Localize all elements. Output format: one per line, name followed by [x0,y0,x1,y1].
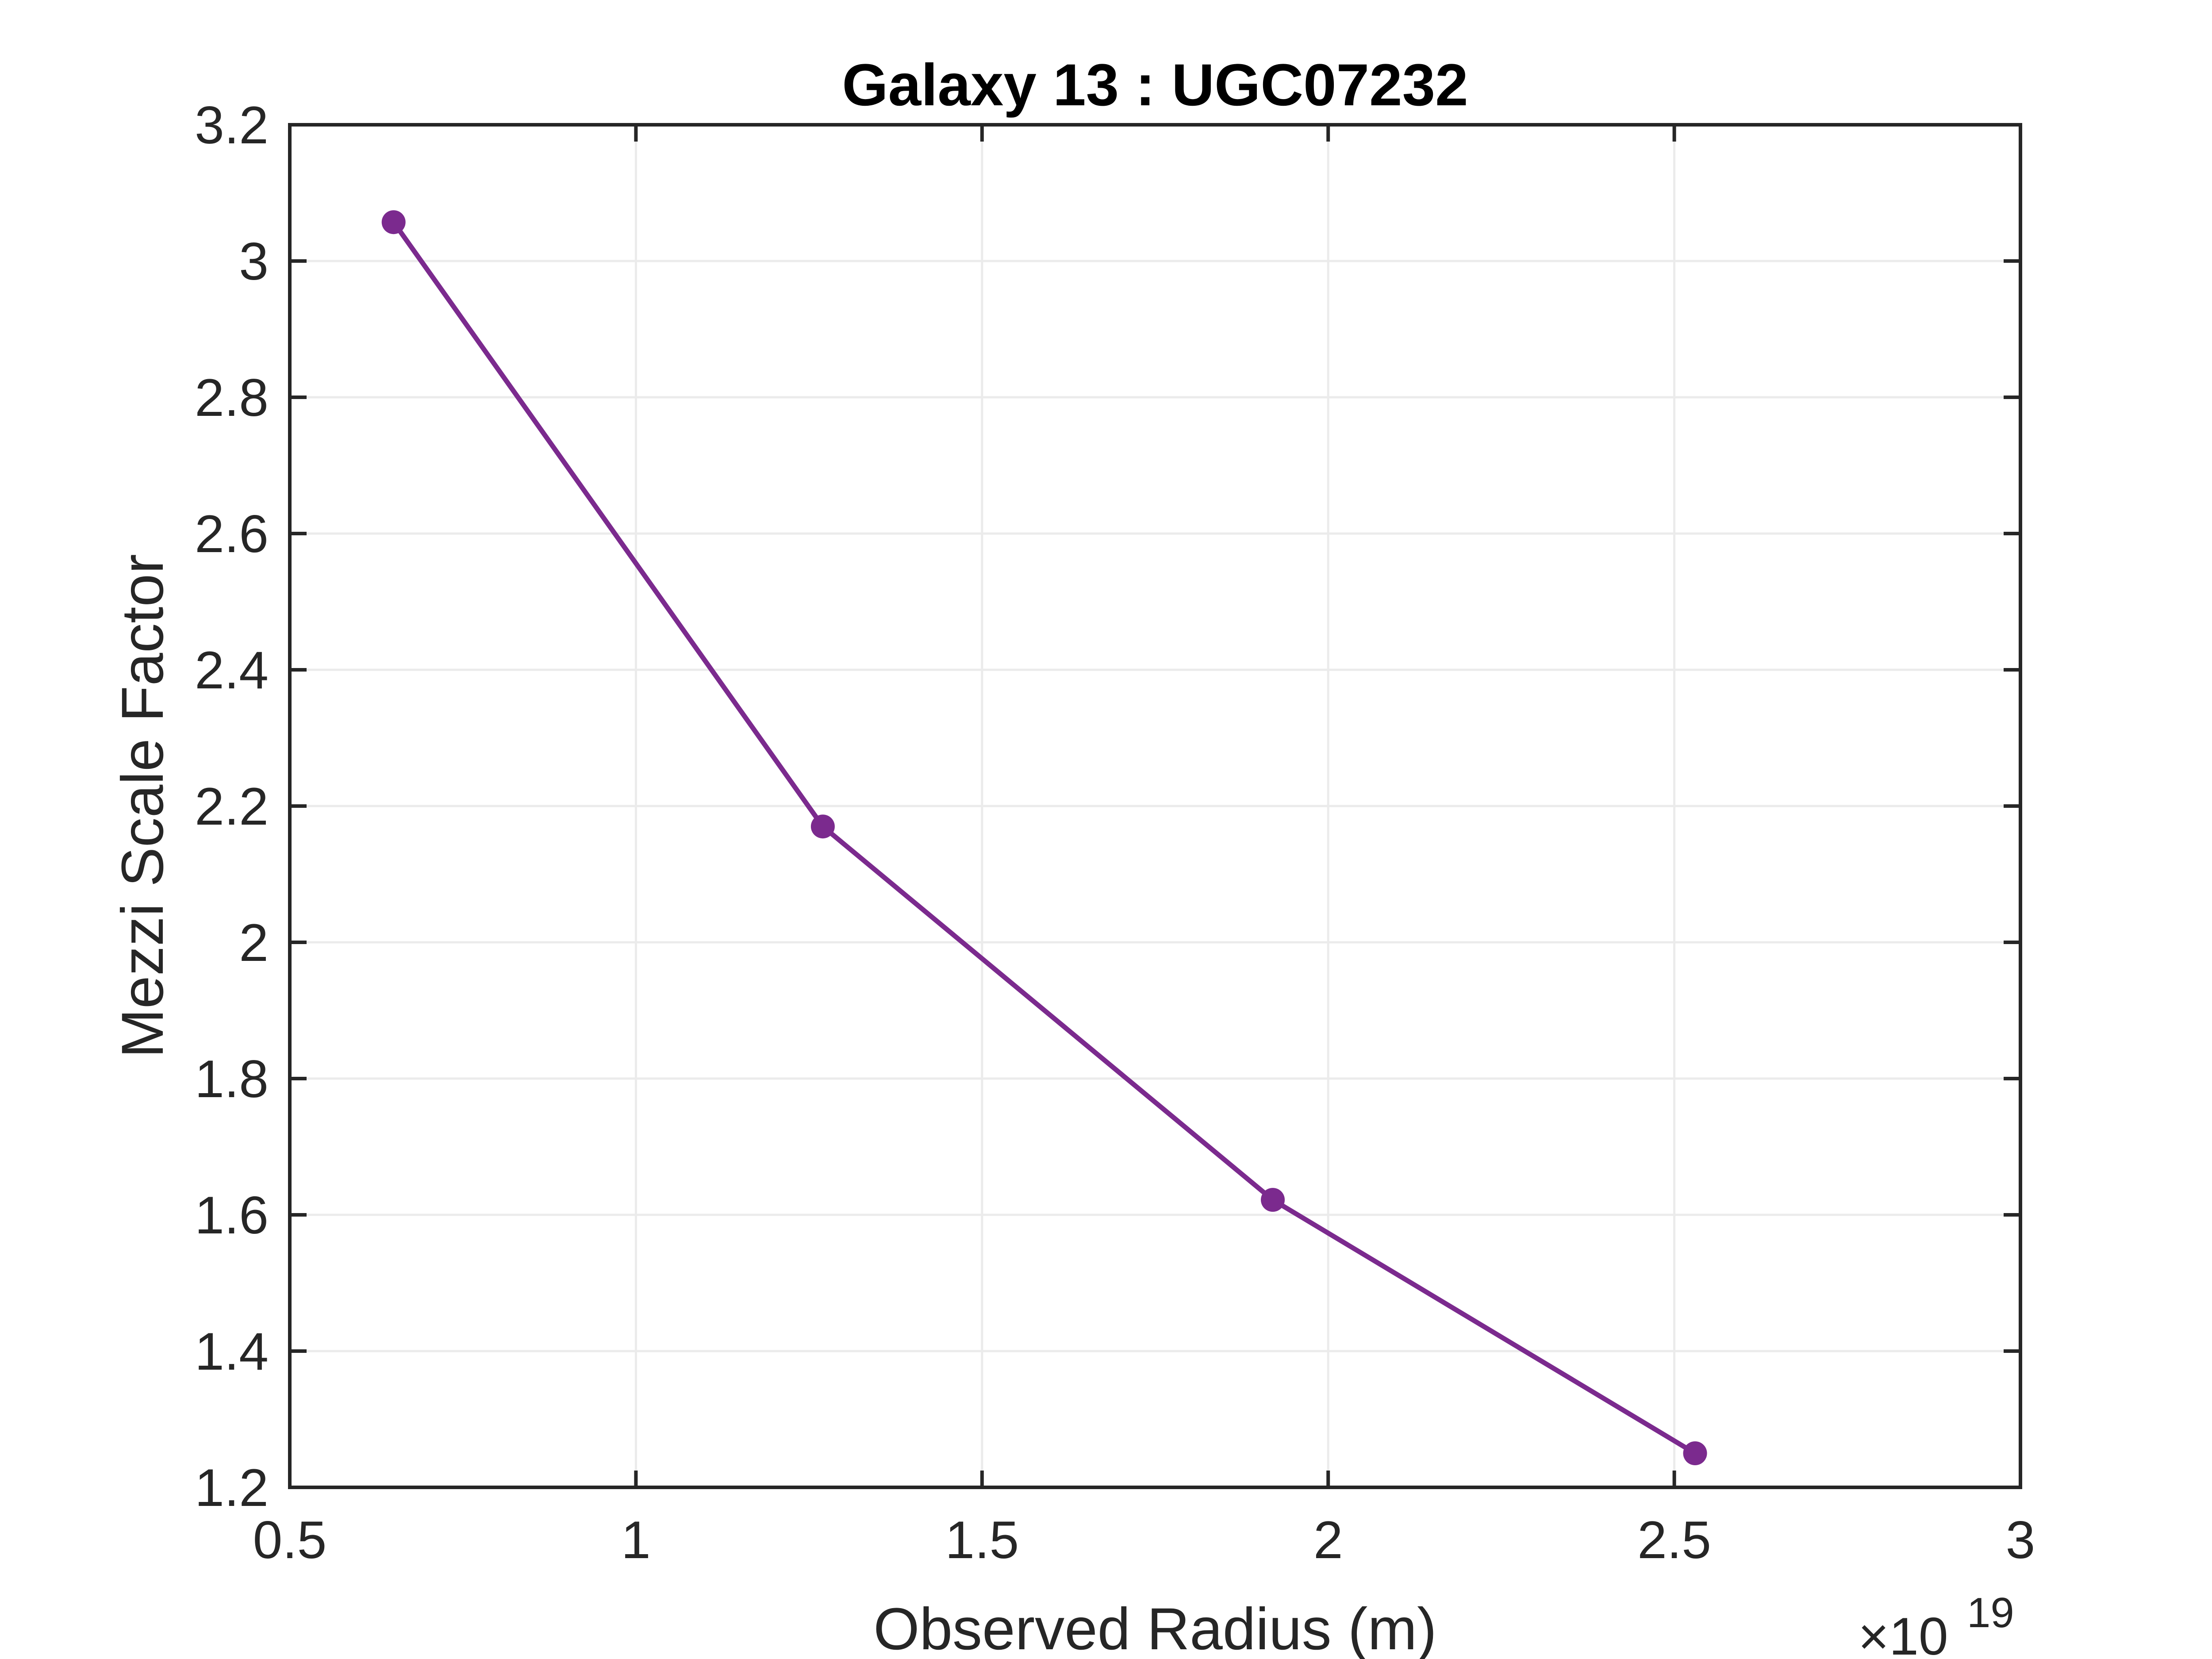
y-tick-label: 1.6 [195,1186,269,1245]
x-tick-label: 2 [1313,1510,1343,1570]
y-tick-label: 1.8 [195,1049,269,1109]
y-tick-label: 3.2 [195,96,269,155]
y-tick-label: 1.2 [195,1458,269,1517]
data-point [1261,1188,1285,1212]
grid [290,125,2020,1487]
data-point [381,210,406,234]
y-axis-label: Mezzi Scale Factor [110,554,176,1058]
y-tick-label: 2.4 [195,641,269,700]
ticks [288,123,2022,1489]
data-point [810,814,835,839]
x-tick-label: 1 [621,1510,651,1570]
series-line [392,221,1697,1455]
x-tick-label: 2.5 [1637,1510,1711,1570]
series-layer [381,210,1707,1465]
x-exponent-multiplier: ×10 [1858,1607,1948,1659]
y-tick-label: 2.6 [195,504,269,564]
tick-labels: 0.5 1 1.5 2 2.5 3 1.2 1.4 1.6 1.8 2 2.2 2.4 2.6 2.8 3 3.… [195,96,2035,1570]
x-axis-label: Observed Radius (m) [873,1596,1436,1659]
x-tick-label: 0.5 [253,1510,327,1570]
chart-title: Galaxy 13 : UGC07232 [842,52,1468,118]
data-point [1683,1441,1707,1465]
x-tick-label: 3 [2006,1510,2035,1570]
y-tick-label: 2.2 [195,777,269,836]
x-exponent-power: 19 [1967,1589,2014,1636]
y-tick-label: 2 [239,913,269,972]
y-tick-label: 2.8 [195,368,269,427]
x-tick-label: 1.5 [945,1510,1019,1570]
y-tick-label: 1.4 [195,1322,269,1381]
y-tick-label: 3 [239,232,269,291]
